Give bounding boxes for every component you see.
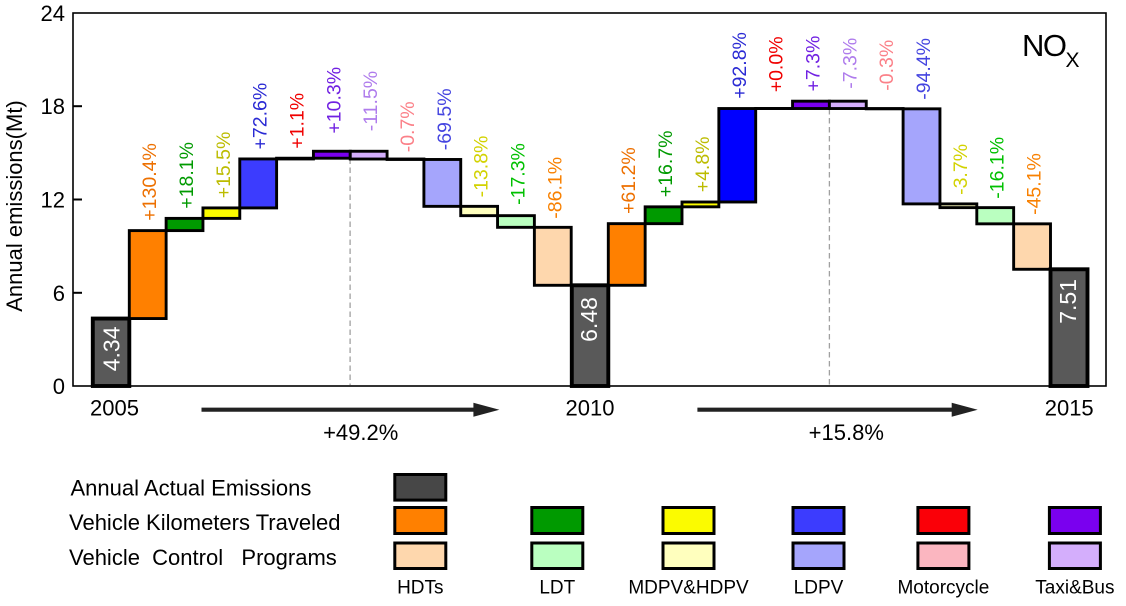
- svg-text:+130.4%: +130.4%: [139, 143, 161, 221]
- svg-text:+1.1%: +1.1%: [287, 93, 309, 149]
- svg-text:4.34: 4.34: [99, 326, 125, 371]
- svg-text:+72.6%: +72.6%: [250, 83, 272, 150]
- svg-text:-45.1%: -45.1%: [1024, 153, 1046, 215]
- svg-text:+15.5%: +15.5%: [213, 132, 235, 199]
- svg-text:+0.0%: +0.0%: [766, 36, 788, 92]
- svg-text:-86.1%: -86.1%: [544, 157, 566, 219]
- svg-text:+49.2%: +49.2%: [323, 420, 398, 445]
- svg-text:LDT: LDT: [539, 578, 575, 599]
- svg-text:-0.7%: -0.7%: [397, 101, 419, 152]
- svg-text:-11.5%: -11.5%: [360, 71, 382, 131]
- svg-text:LDPV: LDPV: [794, 578, 844, 599]
- svg-text:+92.8%: +92.8%: [729, 32, 751, 99]
- svg-text:-69.5%: -69.5%: [434, 88, 456, 150]
- svg-text:2005: 2005: [90, 396, 139, 421]
- svg-text:-0.3%: -0.3%: [876, 40, 898, 91]
- svg-text:Motorcycle: Motorcycle: [897, 578, 989, 599]
- svg-text:+18.1%: +18.1%: [176, 142, 198, 209]
- svg-text:24: 24: [41, 1, 65, 26]
- svg-text:+4.8%: +4.8%: [692, 136, 714, 192]
- svg-text:6: 6: [53, 281, 65, 306]
- svg-text:+61.2%: +61.2%: [618, 147, 640, 214]
- svg-text:+7.3%: +7.3%: [803, 36, 825, 92]
- svg-text:Vehicle Kilometers Traveled: Vehicle Kilometers Traveled: [69, 510, 340, 535]
- svg-text:12: 12: [41, 188, 65, 213]
- svg-text:-13.8%: -13.8%: [471, 136, 493, 198]
- svg-text:Vehicle Control Programs: Vehicle Control Programs: [69, 545, 337, 570]
- svg-text:-16.1%: -16.1%: [987, 137, 1009, 199]
- svg-text:2010: 2010: [566, 396, 615, 421]
- svg-text:HDTs: HDTs: [397, 578, 443, 599]
- svg-text:MDPV&HDPV: MDPV&HDPV: [628, 578, 749, 599]
- svg-text:18: 18: [41, 94, 65, 119]
- svg-text:-17.3%: -17.3%: [508, 143, 530, 205]
- svg-text:0: 0: [53, 374, 65, 399]
- svg-text:Annual emissions(Mt): Annual emissions(Mt): [2, 100, 27, 312]
- svg-text:-3.7%: -3.7%: [950, 144, 972, 195]
- svg-text:Annual Actual Emissions: Annual Actual Emissions: [71, 476, 312, 501]
- svg-text:-7.3%: -7.3%: [839, 38, 861, 89]
- svg-text:+15.8%: +15.8%: [809, 420, 884, 445]
- svg-text:6.48: 6.48: [576, 297, 602, 342]
- svg-text:+16.7%: +16.7%: [655, 131, 677, 198]
- svg-text:-94.4%: -94.4%: [913, 38, 935, 100]
- svg-text:2015: 2015: [1045, 396, 1094, 421]
- svg-text:+10.3%: +10.3%: [323, 67, 345, 134]
- svg-text:7.51: 7.51: [1055, 279, 1081, 324]
- svg-text:Taxi&Bus: Taxi&Bus: [1035, 578, 1114, 599]
